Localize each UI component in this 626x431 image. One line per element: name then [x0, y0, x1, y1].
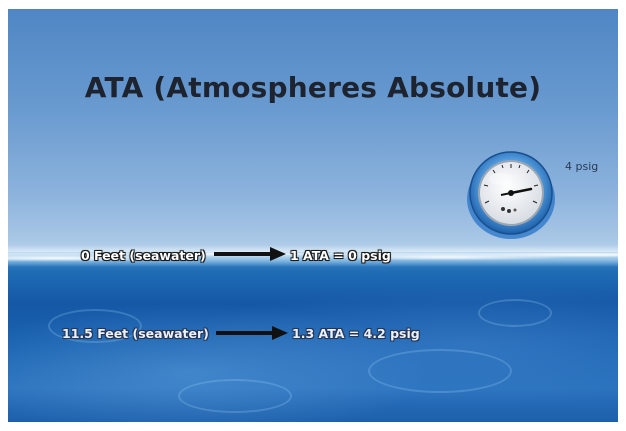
- depth-label-11-5ft: 11.5 Feet (seawater): [62, 326, 209, 341]
- pressure-result-surface: 1 ATA = 0 psig: [290, 248, 391, 263]
- water-caustic: [178, 379, 292, 413]
- pressure-gauge-icon: [467, 151, 555, 239]
- water-caustic: [48, 309, 142, 343]
- right-arrow-icon: [216, 326, 288, 340]
- depth-label-surface: 0 Feet (seawater): [81, 248, 206, 263]
- slide-canvas: ATA (Atmospheres Absolute) 0 Feet (seawa…: [8, 9, 618, 422]
- water-surface: [8, 245, 618, 267]
- right-arrow-icon: [214, 247, 286, 261]
- gauge-reading-label: 4 psig: [565, 160, 599, 173]
- water-caustic: [368, 349, 512, 393]
- water-caustic: [478, 299, 552, 327]
- pressure-result-11-5ft: 1.3 ATA = 4.2 psig: [292, 326, 420, 341]
- slide-title: ATA (Atmospheres Absolute): [84, 71, 542, 104]
